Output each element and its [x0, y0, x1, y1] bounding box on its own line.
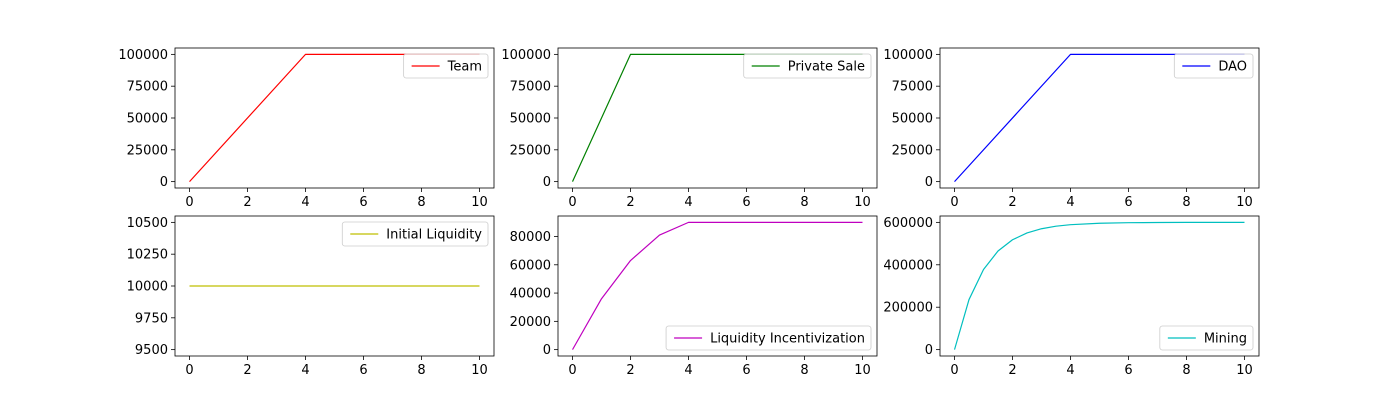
y-tick-label: 10250 — [127, 248, 168, 263]
legend-label: Private Sale — [788, 60, 865, 75]
legend-label: Team — [447, 60, 482, 75]
subplot-4: 0 2 4 6 8 10 0 20000 40000 60000 80000 Liquidity In… — [510, 215, 878, 378]
x-tick-label: 10 — [854, 195, 871, 210]
x-tick-label: 4 — [1066, 195, 1074, 210]
y-tick-label: 0 — [160, 175, 168, 190]
x-tick-label: 2 — [1008, 195, 1016, 210]
legend-box — [1173, 53, 1254, 79]
y-tick-label: 100000 — [118, 48, 168, 63]
y-tick-label: 100000 — [501, 48, 551, 63]
x-tick-label: 6 — [359, 195, 367, 210]
y-tick-label: 50000 — [510, 112, 551, 127]
y-tick-label: 9500 — [135, 343, 168, 358]
x-tick-label: 8 — [800, 363, 808, 378]
x-tick-label: 6 — [1124, 195, 1132, 210]
x-tick-label: 2 — [626, 363, 634, 378]
x-tick-label: 0 — [950, 195, 958, 210]
y-tick-label: 9750 — [135, 311, 168, 326]
axes-frame — [939, 215, 1260, 357]
x-tick-label: 4 — [301, 363, 309, 378]
y-tick-label: 200000 — [883, 301, 933, 316]
legend-label: Initial Liquidity — [386, 228, 482, 243]
x-tick-label: 8 — [800, 195, 808, 210]
x-tick-label: 6 — [742, 363, 750, 378]
subplot-5: 0 2 4 6 8 10 0 200000 400000 600000 Mining — [883, 215, 1260, 378]
legend-box — [743, 53, 872, 79]
y-tick-label: 400000 — [883, 258, 933, 273]
legend-label: DAO — [1218, 60, 1247, 75]
x-tick-label: 2 — [243, 363, 251, 378]
y-tick-label: 75000 — [510, 80, 551, 95]
legend: Initial Liquidity — [341, 221, 489, 247]
subplot-1: 0 2 4 6 8 10 0 25000 50000 75000 100000 Private Sal… — [501, 47, 878, 210]
y-tick-label: 25000 — [510, 143, 551, 158]
y-tick-label: 0 — [543, 175, 551, 190]
x-tick-label: 6 — [742, 195, 750, 210]
x-tick-label: 4 — [301, 195, 309, 210]
legend-box — [403, 53, 489, 79]
y-tick-label: 600000 — [883, 216, 933, 231]
legend: Private Sale — [743, 53, 872, 79]
y-tick-label: 0 — [925, 343, 933, 358]
legend: Liquidity Incentivization — [665, 325, 872, 351]
x-tick-label: 8 — [1182, 363, 1190, 378]
legend-box — [1159, 325, 1254, 351]
y-tick-label: 50000 — [892, 112, 933, 127]
x-tick-label: 2 — [1008, 363, 1016, 378]
y-tick-label: 75000 — [892, 80, 933, 95]
y-tick-label: 0 — [925, 175, 933, 190]
x-tick-label: 4 — [684, 363, 692, 378]
legend-label: Mining — [1204, 332, 1247, 347]
legend: Mining — [1159, 325, 1254, 351]
y-tick-label: 0 — [543, 343, 551, 358]
x-tick-label: 0 — [185, 363, 193, 378]
y-tick-label: 80000 — [510, 230, 551, 245]
y-tick-label: 25000 — [892, 143, 933, 158]
x-tick-label: 2 — [626, 195, 634, 210]
x-tick-label: 10 — [1236, 363, 1253, 378]
x-tick-label: 8 — [417, 363, 425, 378]
x-tick-label: 8 — [1182, 195, 1190, 210]
legend-box — [665, 325, 872, 351]
x-tick-label: 0 — [568, 195, 576, 210]
y-tick-label: 40000 — [510, 287, 551, 302]
x-tick-label: 2 — [243, 195, 251, 210]
x-tick-label: 0 — [950, 363, 958, 378]
subplot-2: 0 2 4 6 8 10 0 25000 50000 75000 100000 DAO — [883, 47, 1260, 210]
y-tick-label: 75000 — [127, 80, 168, 95]
x-tick-label: 6 — [359, 363, 367, 378]
series-line-5-0 — [953, 221, 1245, 350]
y-tick-label: 100000 — [883, 48, 933, 63]
y-tick-label: 25000 — [127, 143, 168, 158]
series-line-4-0 — [571, 221, 863, 350]
x-tick-label: 10 — [854, 363, 871, 378]
y-tick-label: 10000 — [127, 280, 168, 295]
x-tick-label: 10 — [471, 363, 488, 378]
y-tick-label: 20000 — [510, 315, 551, 330]
legend-box — [341, 221, 489, 247]
y-tick-label: 10500 — [127, 216, 168, 231]
x-tick-label: 10 — [471, 195, 488, 210]
subplot-0: 0 2 4 6 8 10 0 25000 50000 75000 100000 Team — [118, 47, 495, 210]
axes-frame — [557, 215, 878, 357]
x-tick-label: 4 — [684, 195, 692, 210]
x-tick-label: 10 — [1236, 195, 1253, 210]
subplot-3: 0 2 4 6 8 10 9500 9750 10000 10250 10500 Initial Li… — [127, 215, 495, 378]
legend: DAO — [1173, 53, 1254, 79]
y-tick-label: 60000 — [510, 258, 551, 273]
x-tick-label: 0 — [185, 195, 193, 210]
legend-label: Liquidity Incentivization — [710, 332, 865, 347]
x-tick-label: 4 — [1066, 363, 1074, 378]
x-tick-label: 6 — [1124, 363, 1132, 378]
y-tick-label: 50000 — [127, 112, 168, 127]
legend: Team — [403, 53, 489, 79]
x-tick-label: 0 — [568, 363, 576, 378]
x-tick-label: 8 — [417, 195, 425, 210]
